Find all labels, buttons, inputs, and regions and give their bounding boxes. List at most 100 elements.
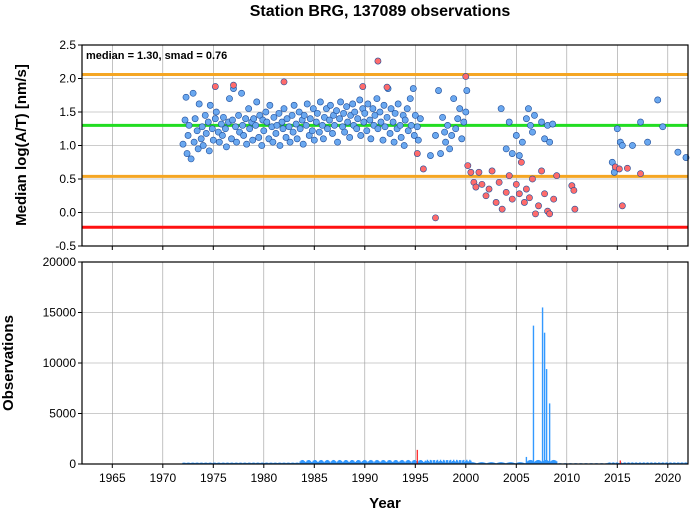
observation-bar: [283, 462, 285, 464]
observation-bar: [271, 462, 273, 464]
scatter-point: [379, 136, 387, 144]
observation-bar: [380, 461, 382, 464]
scatter-point: [427, 152, 434, 159]
observation-bar: [200, 462, 202, 464]
scatter-point-outlier: [512, 180, 520, 188]
observation-bar: [501, 462, 503, 464]
observation-bar: [204, 462, 206, 464]
observation-bar: [425, 461, 428, 464]
scatter-point: [279, 125, 287, 133]
scatter-point-outlier: [383, 83, 391, 91]
scatter-point: [256, 111, 264, 119]
observation-peak-bar: [525, 456, 528, 464]
scatter-point: [275, 109, 283, 117]
observation-bar: [408, 460, 410, 464]
scatter-point: [242, 115, 250, 123]
scatter-point-outlier: [359, 83, 367, 90]
observation-bar: [489, 462, 491, 464]
scatter-point: [538, 118, 545, 126]
scatter-point-outlier: [505, 172, 513, 180]
observation-bar: [388, 460, 390, 464]
scatter-point: [181, 116, 189, 124]
observation-bar: [310, 461, 312, 464]
observation-bar: [497, 462, 499, 464]
scatter-point: [296, 125, 304, 133]
scatter-point: [229, 116, 236, 124]
top-y-tick-label: -0.5: [55, 239, 76, 253]
scatter-point: [226, 95, 233, 102]
x-axis-label: Year: [369, 495, 401, 511]
scatter-point: [329, 130, 336, 137]
scatter-point-outlier: [485, 185, 493, 193]
scatter-point: [541, 135, 548, 143]
scatter-point: [364, 100, 372, 108]
top-y-tick-label: 0.0: [59, 206, 76, 220]
observation-bar: [323, 462, 326, 464]
scatter-point-outlier: [529, 175, 536, 183]
observation-bar: [421, 460, 424, 464]
observation-bar: [509, 462, 511, 464]
scatter-point: [218, 132, 226, 139]
scatter-point: [282, 134, 290, 141]
observation-bar: [608, 462, 610, 464]
scatter-point: [613, 125, 621, 133]
observation-bar: [546, 460, 549, 464]
scatter-point: [239, 122, 246, 129]
observation-bar: [214, 462, 217, 464]
scatter-point: [309, 105, 317, 113]
scatter-point-outlier: [498, 205, 506, 213]
scatter-point: [437, 150, 444, 157]
scatter-point: [502, 145, 510, 153]
observation-bar: [613, 462, 615, 464]
observation-bar: [684, 462, 686, 464]
observation-bar: [355, 461, 357, 464]
scatter-point-outlier: [550, 195, 558, 203]
observation-bar: [418, 460, 421, 464]
observation-bar: [316, 461, 319, 464]
scatter-point: [290, 101, 298, 109]
observation-bar: [453, 461, 456, 464]
scatter-point: [222, 125, 229, 133]
observation-bar: [187, 462, 189, 464]
observation-bar: [488, 462, 490, 464]
observation-bar: [521, 462, 524, 464]
observation-bar: [295, 462, 297, 464]
scatter-point-outlier: [462, 73, 470, 80]
scatter-point: [209, 136, 217, 144]
observation-bar: [291, 462, 293, 464]
observation-bar: [653, 462, 656, 464]
scatter-point: [253, 98, 261, 106]
observation-bar: [360, 461, 362, 464]
scatter-point: [442, 138, 449, 146]
scatter-point: [202, 130, 210, 137]
scatter-point: [413, 123, 421, 131]
observation-bar: [370, 459, 372, 464]
observation-peak-bar: [543, 332, 546, 464]
scatter-point: [414, 136, 422, 144]
scatter-point: [505, 118, 513, 126]
observation-bar: [328, 461, 331, 464]
scatter-point: [262, 108, 270, 116]
observation-bar: [539, 460, 542, 464]
scatter-point: [249, 136, 257, 144]
scatter-point-outlier: [532, 210, 539, 218]
observation-bar: [339, 460, 342, 464]
observation-bar: [556, 461, 558, 464]
scatter-point: [246, 125, 254, 133]
scatter-point: [260, 127, 268, 135]
median-annotation: median = 1.30, smad = 0.76: [86, 50, 227, 62]
observation-bar: [288, 462, 290, 464]
scatter-point: [357, 132, 365, 139]
observation-bar: [414, 460, 416, 464]
observation-bar: [517, 462, 520, 464]
observation-bar: [356, 460, 358, 464]
observation-bar: [502, 462, 504, 464]
observation-bar: [335, 462, 338, 464]
observation-bar: [284, 462, 286, 464]
scatter-point: [411, 111, 419, 119]
scatter-point-outlier: [464, 162, 472, 169]
observation-bar: [386, 461, 388, 464]
top-y-tick-label: 2.5: [59, 38, 76, 52]
scatter-point: [403, 105, 411, 113]
observation-bar: [324, 461, 327, 464]
